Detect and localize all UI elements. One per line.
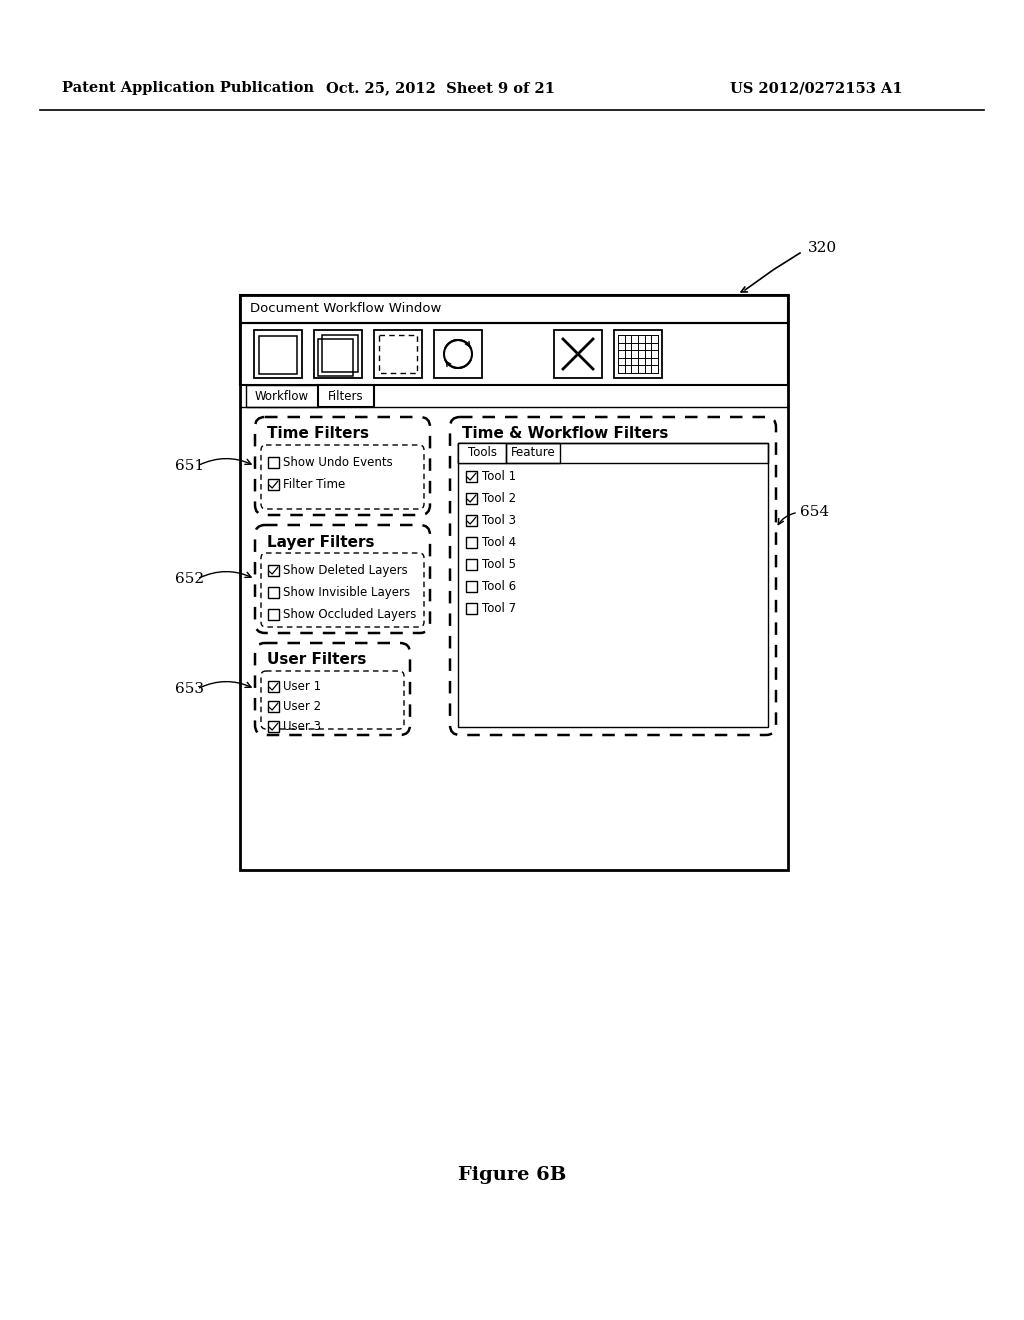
Bar [458, 444, 768, 727]
Bar [466, 603, 477, 614]
Bar [466, 537, 477, 548]
Text: Show Undo Events: Show Undo Events [283, 455, 393, 469]
Bar [268, 479, 279, 490]
Bar [554, 330, 602, 378]
Bar [268, 457, 279, 469]
Bar [466, 471, 477, 482]
Bar [268, 701, 279, 711]
Text: US 2012/0272153 A1: US 2012/0272153 A1 [730, 81, 902, 95]
Bar [466, 515, 477, 525]
Text: Show Deleted Layers: Show Deleted Layers [283, 564, 408, 577]
Bar [458, 444, 506, 463]
Text: 652: 652 [175, 572, 204, 586]
Text: Show Occluded Layers: Show Occluded Layers [283, 609, 417, 620]
Text: Tool 6: Tool 6 [482, 579, 516, 593]
Bar [434, 330, 482, 378]
Bar [466, 558, 477, 570]
Bar [314, 330, 362, 378]
Bar [268, 721, 279, 733]
Text: Patent Application Publication: Patent Application Publication [62, 81, 314, 95]
Text: Tool 1: Tool 1 [482, 470, 516, 483]
Bar [268, 609, 279, 620]
Bar [240, 294, 788, 323]
Text: Tool 7: Tool 7 [482, 602, 516, 615]
Bar [379, 335, 417, 374]
Bar [318, 339, 353, 376]
Text: User 2: User 2 [283, 700, 322, 713]
Text: Tool 5: Tool 5 [482, 558, 516, 572]
Bar [240, 294, 788, 870]
Bar [374, 330, 422, 378]
Bar [318, 385, 374, 407]
Bar [268, 587, 279, 598]
Text: Tool 2: Tool 2 [482, 492, 516, 506]
Bar [466, 581, 477, 591]
Text: User Filters: User Filters [267, 652, 367, 668]
Text: 651: 651 [175, 459, 204, 473]
Bar [466, 492, 477, 504]
Text: Document Workflow Window: Document Workflow Window [250, 302, 441, 315]
Text: 653: 653 [175, 682, 204, 696]
Text: User 1: User 1 [283, 680, 322, 693]
Text: Time Filters: Time Filters [267, 426, 369, 441]
Text: Tools: Tools [468, 446, 497, 459]
Text: Workflow: Workflow [255, 389, 309, 403]
Text: Filters: Filters [328, 389, 364, 403]
Text: Feature: Feature [511, 446, 555, 459]
Bar [614, 330, 662, 378]
Text: Tool 3: Tool 3 [482, 513, 516, 527]
Bar [268, 565, 279, 576]
Text: 320: 320 [808, 242, 838, 255]
Text: Show Invisible Layers: Show Invisible Layers [283, 586, 411, 599]
Text: Time & Workflow Filters: Time & Workflow Filters [462, 426, 669, 441]
Bar [246, 385, 318, 407]
Text: Filter Time: Filter Time [283, 478, 345, 491]
Text: Oct. 25, 2012  Sheet 9 of 21: Oct. 25, 2012 Sheet 9 of 21 [326, 81, 555, 95]
Text: User 3: User 3 [283, 719, 321, 733]
Bar [254, 330, 302, 378]
Bar [506, 444, 560, 463]
Text: Tool 4: Tool 4 [482, 536, 516, 549]
Bar [259, 337, 297, 374]
Bar [240, 323, 788, 385]
Bar [268, 681, 279, 692]
Text: Figure 6B: Figure 6B [458, 1166, 566, 1184]
Bar [458, 444, 768, 463]
Text: Layer Filters: Layer Filters [267, 535, 375, 549]
Text: 654: 654 [800, 506, 829, 519]
Bar [322, 335, 358, 372]
